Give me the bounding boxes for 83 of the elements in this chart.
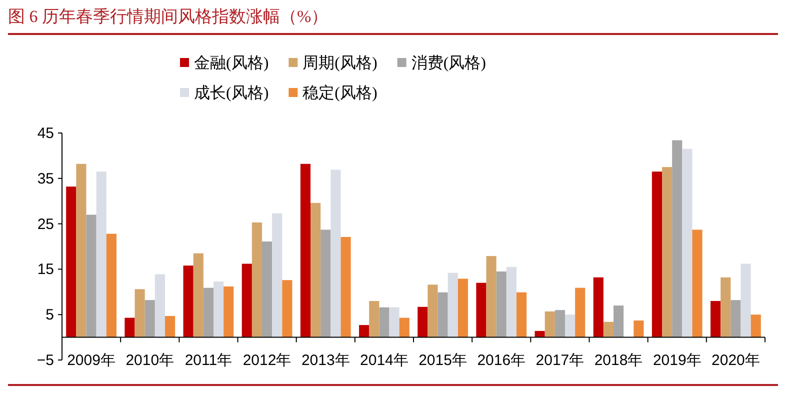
- bar: [418, 306, 428, 338]
- bar: [672, 140, 682, 338]
- legend-label: 消费(风格): [411, 54, 486, 72]
- bar: [476, 282, 486, 338]
- bar: [262, 242, 272, 338]
- bar: [554, 310, 565, 338]
- bar: [134, 289, 145, 338]
- bar: [486, 256, 496, 338]
- bar: [213, 281, 224, 338]
- x-tick-label: 2012年: [242, 352, 292, 369]
- bar: [124, 318, 135, 338]
- x-tick-label: 2020年: [712, 352, 760, 369]
- legend-label: 成长(风格): [194, 84, 269, 102]
- bar: [534, 330, 545, 338]
- bar: [506, 266, 516, 338]
- bar: [183, 266, 194, 338]
- bar: [496, 271, 506, 338]
- title: 图 6 历年春季行情期间风格指数涨幅（%）: [8, 7, 328, 26]
- bar: [340, 236, 351, 338]
- bar: [96, 172, 106, 338]
- bar: [458, 278, 468, 338]
- bar: [300, 164, 311, 338]
- bar: [76, 164, 86, 338]
- bar: [86, 214, 96, 338]
- bar: [428, 284, 438, 338]
- bar: [544, 311, 555, 338]
- bar: [224, 286, 234, 338]
- bar: [310, 202, 321, 338]
- bar: [106, 234, 116, 338]
- bar: [193, 253, 204, 338]
- bar: [662, 167, 672, 338]
- bar: [389, 307, 400, 338]
- bar: [252, 222, 262, 338]
- bar: [154, 274, 165, 338]
- bar: [66, 186, 76, 338]
- bar: [740, 264, 751, 338]
- bar: [750, 314, 761, 338]
- bar: [720, 277, 731, 338]
- x-tick-label: 2017年: [536, 352, 584, 369]
- bar: [399, 318, 410, 338]
- bar: [652, 172, 662, 338]
- x-tick-label: 2018年: [594, 352, 643, 369]
- bar: [242, 264, 252, 338]
- bar: [203, 288, 214, 338]
- x-tick-label: 2015年: [418, 352, 467, 369]
- y-tick-label: −5: [36, 352, 54, 369]
- bar: [448, 272, 458, 338]
- bar: [603, 322, 614, 338]
- bar: [614, 306, 624, 338]
- y-tick-label: 25: [37, 216, 54, 233]
- bar: [710, 300, 721, 338]
- x-tick-label: 2014年: [360, 352, 408, 369]
- x-tick-label: 2009年: [67, 352, 116, 369]
- bar: [634, 320, 644, 338]
- y-tick-label: 5: [46, 306, 54, 324]
- bar: [692, 230, 702, 338]
- bar: [379, 307, 390, 338]
- bar: [369, 300, 380, 338]
- bar: [730, 300, 741, 338]
- bar: [682, 148, 692, 338]
- bar: [144, 300, 155, 338]
- y-tick-label: 35: [37, 170, 54, 188]
- bar: [359, 325, 370, 338]
- x-tick-label: 2011年: [184, 352, 232, 369]
- bar: [575, 288, 586, 338]
- x-tick-label: 2016年: [477, 352, 526, 369]
- x-tick-label: 2019年: [652, 352, 702, 369]
- bar: [438, 292, 448, 338]
- x-tick-label: 2013年: [301, 352, 350, 369]
- legend-label: 周期(风格): [302, 54, 378, 72]
- bar: [516, 292, 527, 338]
- bar: [320, 230, 331, 338]
- bar: [282, 280, 292, 338]
- legend-label: 稳定(风格): [302, 84, 378, 102]
- bar: [330, 170, 341, 338]
- bar: [164, 316, 176, 338]
- x-tick-label: 2010年: [126, 352, 174, 369]
- bar: [564, 314, 576, 338]
- bar: [593, 277, 604, 338]
- bar: [272, 213, 282, 338]
- legend-label: 金融(风格): [194, 54, 269, 72]
- y-tick-label: 45: [37, 125, 54, 142]
- y-tick-label: 15: [37, 261, 54, 278]
